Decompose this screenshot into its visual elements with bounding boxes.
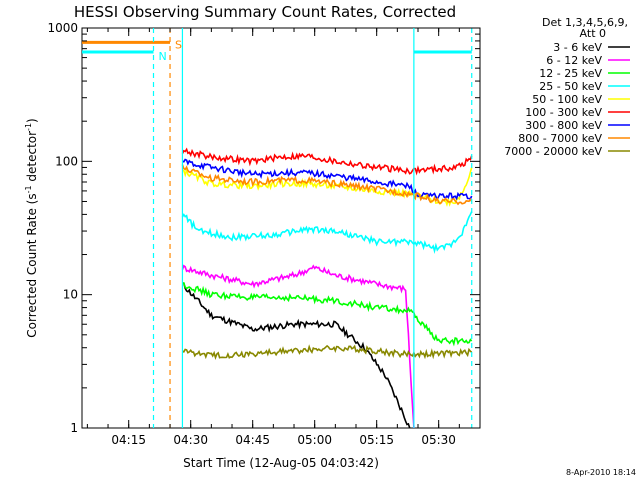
legend-label-2: 12 - 25 keV: [539, 67, 602, 80]
legend-label-3: 25 - 50 keV: [539, 80, 602, 93]
series-line-2: [182, 281, 473, 347]
legend-label-8: 7000 - 20000 keV: [504, 145, 602, 158]
x-tick-label-4: 05:15: [359, 433, 394, 447]
legend-header-line2: Att 0: [580, 27, 606, 40]
legend-label-0: 3 - 6 keV: [553, 41, 602, 54]
y-axis-label-end: ): [25, 118, 39, 123]
footer-timestamp: 8-Apr-2010 18:14: [566, 468, 636, 477]
legend-label-6: 300 - 800 keV: [525, 119, 602, 132]
series-line-0: [182, 282, 411, 429]
series-line-3: [181, 211, 473, 255]
y-axis-label: Corrected Count Rate (s-1 detector-1): [24, 118, 39, 337]
x-tick-label-0: 04:15: [111, 433, 146, 447]
legend-label-1: 6 - 12 keV: [546, 54, 602, 67]
data-layer: SN: [82, 28, 473, 429]
series-line-7: [181, 164, 473, 206]
legend-label-5: 100 - 300 keV: [525, 106, 602, 119]
y-axis: 1 10 100 1000: [47, 21, 480, 435]
series-line-6: [182, 158, 473, 201]
y-axis-label-sup2: -1: [24, 123, 33, 131]
series-line-1: [181, 264, 415, 429]
legend-header-line1: Det 1,3,4,5,6,9,: [542, 16, 628, 29]
legend-label-7: 800 - 7000 keV: [518, 132, 602, 145]
x-tick-label-3: 05:00: [297, 433, 332, 447]
plot-frame: [81, 27, 481, 429]
x-tick-label-1: 04:30: [173, 433, 208, 447]
y-axis-label-main: Corrected Count Rate (s: [25, 193, 39, 337]
legend-label-4: 50 - 100 keV: [532, 93, 602, 106]
x-axis-label: Start Time (12-Aug-05 04:03:42): [183, 456, 379, 470]
y-tick-label-2: 100: [55, 154, 78, 168]
x-tick-label-2: 04:45: [235, 433, 270, 447]
y-tick-label-1: 10: [63, 288, 78, 302]
y-axis-label-sup1: -1: [24, 185, 33, 193]
y-tick-label-3: 1000: [47, 21, 78, 35]
chart-title: HESSI Observing Summary Count Rates, Cor…: [74, 3, 456, 21]
annotation-0: S: [175, 38, 182, 51]
y-axis-label-mid: detector: [25, 131, 39, 186]
y-tick-label-0: 1: [70, 421, 78, 435]
annotation-1: N: [158, 50, 166, 63]
x-tick-label-5: 05:30: [421, 433, 456, 447]
series-line-5: [181, 147, 473, 176]
x-axis: 04:15 04:30 04:45 05:00 05:15 05:30: [86, 28, 481, 447]
series-line-8: [181, 344, 473, 361]
